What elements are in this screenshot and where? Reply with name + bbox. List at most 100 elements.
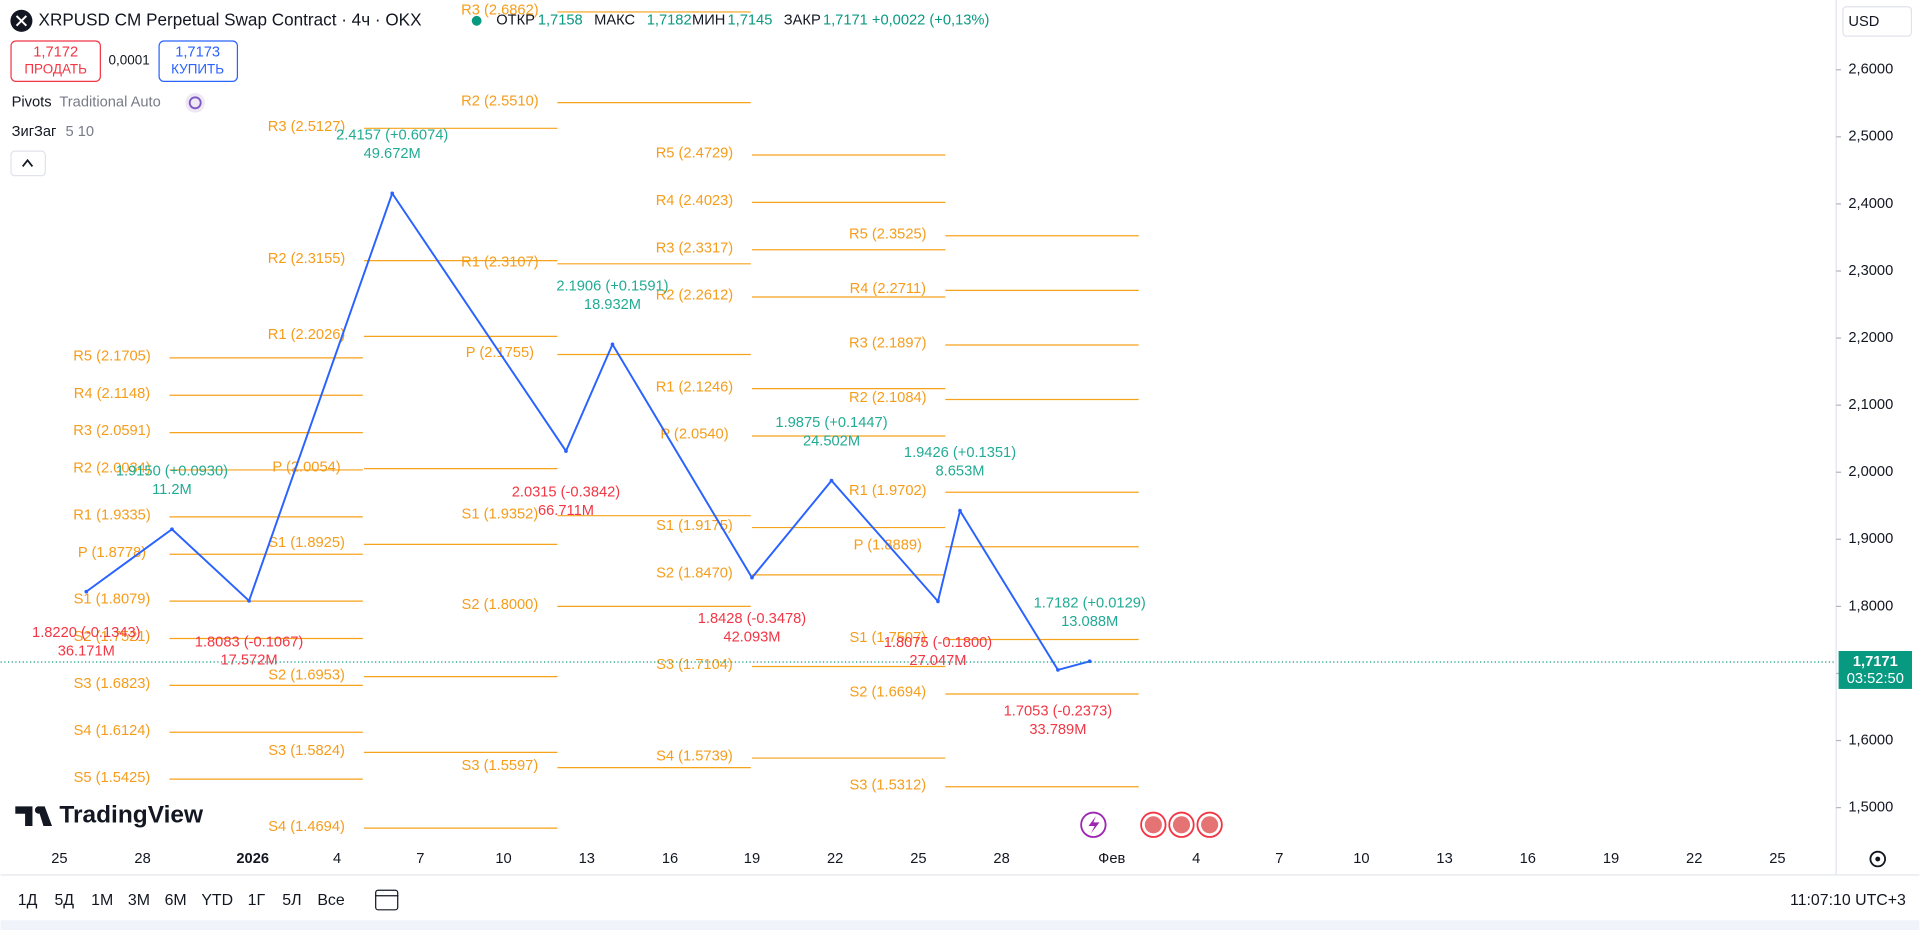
zigzag-volume: 36.171M (58, 643, 115, 659)
pivot-label: S3 (1.5824) (268, 743, 345, 759)
event-icon-glyph (1088, 816, 1100, 834)
event-flag-fill (1172, 816, 1191, 834)
settings-glyph (1875, 856, 1881, 862)
sell-label: ПРОДАТЬ (24, 61, 87, 76)
pivot-label: S3 (1.6823) (74, 676, 151, 692)
pivot-label: P (2.0540) (660, 427, 728, 443)
currency-button[interactable] (1842, 6, 1913, 37)
symbol-icon-glyph (15, 15, 28, 27)
zigzag-pivot (936, 599, 940, 604)
zigzag-pivot (564, 449, 568, 453)
zigzag-pivot (958, 508, 962, 513)
pivot-label: R1 (2.2026) (268, 327, 345, 343)
time-tick-label: 16 (1520, 851, 1536, 867)
pivot-label: R3 (2.6862) (461, 3, 538, 19)
range-button[interactable]: YTD (201, 892, 233, 909)
current-price-label: 1,7171 (1853, 654, 1898, 670)
ohlc-label: ОТКР (496, 13, 535, 29)
pivot-label: S2 (1.7521) (74, 629, 151, 645)
zigzag-volume: 27.047M (909, 653, 966, 669)
price-tick-label: 2,2000 (1848, 330, 1893, 346)
pivot-label: R5 (2.3525) (849, 226, 926, 242)
time-tick-label: 10 (495, 851, 511, 867)
pivot-label: R2 (2.0034) (73, 461, 150, 477)
zigzag-pivot (829, 478, 834, 483)
time-tick-label: 19 (1603, 851, 1619, 867)
zigzag-volume: 66.711M (538, 503, 594, 519)
range-button[interactable]: 1Г (248, 892, 266, 909)
time-tick-label: 2026 (236, 851, 269, 867)
currency: USD (1848, 14, 1879, 30)
pivot-label: S2 (1.6953) (268, 667, 345, 683)
zigzag-annotation: 1.8083 (-0.1067) (195, 634, 304, 650)
pivot-label: R5 (2.4729) (656, 146, 733, 162)
sell-button[interactable] (10, 40, 101, 82)
indicator-name[interactable]: ЗигЗаг (12, 124, 57, 140)
indicator-params: 5 10 (65, 124, 94, 140)
price-tick-label: 2,0000 (1848, 464, 1893, 480)
pivot-label: R3 (2.3317) (656, 240, 733, 256)
time-tick-label: Фев (1098, 851, 1125, 867)
logo-text: TradingView (59, 802, 204, 829)
bottom-strip (0, 920, 1920, 930)
pivot-label: S4 (1.5739) (656, 749, 733, 765)
price-tick-label: 2,6000 (1848, 62, 1893, 78)
pivot-label: R3 (2.0591) (73, 423, 150, 439)
time-tick-label: 13 (579, 851, 595, 867)
collapse-button[interactable] (10, 150, 46, 177)
pivot-label: R3 (2.1897) (849, 336, 926, 352)
zigzag-annotation: 1.8220 (-0.1343) (32, 625, 141, 641)
clock[interactable]: 11:07:10 UTC+3 (1790, 892, 1906, 909)
settings-button[interactable] (1869, 850, 1887, 868)
range-button[interactable]: 6М (165, 892, 187, 909)
range-button[interactable]: 1М (91, 892, 113, 909)
zigzag-volume: 11.2M (152, 482, 192, 498)
date-range-button[interactable] (375, 889, 399, 911)
price-tick-label: 1,8000 (1848, 598, 1893, 614)
zigzag-volume: 13.088M (1061, 614, 1118, 630)
buy-price: 1,7173 (175, 44, 220, 60)
zigzag-volume: 18.932M (584, 297, 641, 313)
time-tick-label: 19 (744, 851, 760, 867)
time-tick-label: 25 (51, 851, 67, 867)
time-tick-label: 25 (1769, 851, 1785, 867)
range-button[interactable]: 5Л (282, 892, 301, 909)
ohlc-change: +0,0022 (+0,13%) (872, 13, 989, 29)
zigzag-annotation: 1.9875 (+0.1447) (775, 415, 887, 431)
zigzag-annotation: 2.0315 (-0.3842) (512, 485, 620, 501)
logo-mark (34, 806, 43, 814)
pivot-label: S1 (1.8079) (74, 592, 151, 608)
pivot-label: S2 (1.6694) (849, 685, 926, 701)
pivot-label: R1 (1.9335) (73, 507, 150, 523)
zigzag-line (85, 191, 1090, 672)
zigzag-annotation: 1.7182 (+0.0129) (1034, 596, 1146, 612)
ohlc-value: 1,7182 (647, 13, 692, 29)
range-button[interactable]: 5Д (54, 892, 74, 909)
ohlc-label: МАКС (594, 13, 635, 29)
time-tick-label: 7 (416, 851, 424, 867)
spread: 0,0001 (109, 53, 150, 68)
indicator-name[interactable]: Pivots (12, 95, 52, 111)
logo-mark (15, 806, 53, 826)
pivot-label: R2 (2.5510) (461, 93, 538, 109)
zigzag-pivot (84, 589, 89, 594)
range-button[interactable]: 3М (128, 892, 150, 909)
ohlc-value: 1,7171 (823, 13, 868, 29)
ohlc-label: МИН (692, 13, 725, 29)
range-button[interactable]: 1Д (18, 892, 38, 909)
event-flag-fill (1201, 816, 1219, 834)
pivot-label: S3 (1.7104) (656, 657, 733, 673)
buy-button[interactable] (158, 40, 239, 82)
pivot-label: S1 (1.9352) (462, 506, 539, 522)
pivot-label: R1 (1.9702) (849, 483, 926, 499)
zigzag-pivot (247, 598, 251, 603)
zigzag-pivot (1056, 668, 1060, 672)
pivot-label: S3 (1.5597) (462, 758, 539, 774)
time-tick-label: 10 (1353, 851, 1369, 867)
range-button[interactable]: Все (317, 892, 345, 909)
zigzag-volume: 42.093M (723, 630, 780, 646)
current-price-tag (1838, 650, 1913, 689)
symbol-title[interactable]: XRPUSD CM Perpetual Swap Contract · 4ч ·… (39, 9, 423, 29)
